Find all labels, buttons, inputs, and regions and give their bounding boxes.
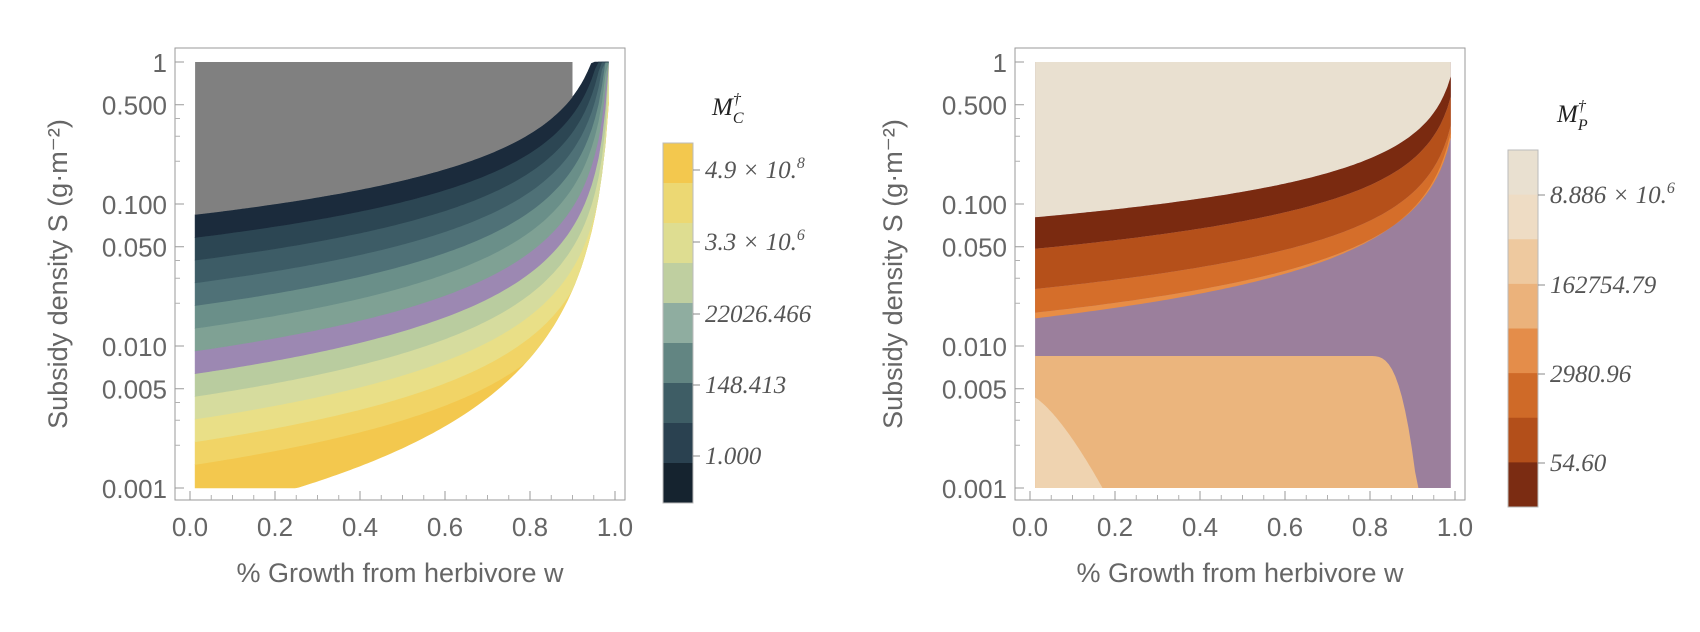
right-legend: 8.886 × 10.6 162754.79 2980.96 54.60 (1507, 149, 1675, 508)
right-legend-label: 8.886 × 10.6 (1550, 180, 1675, 209)
left-legend-label: 3.3 × 10.6 (704, 227, 805, 256)
left-legend-swatch (663, 423, 693, 464)
right-contour-band (1035, 96, 1451, 289)
left-legend-label: 22026.466 (705, 301, 812, 328)
left-x-tick-label: 0.0 (172, 512, 208, 542)
right-legend-title: M† P (1556, 98, 1588, 134)
right-contour-band (1035, 132, 1451, 319)
right-y-tick-label: 1 (993, 48, 1007, 78)
left-x-tick-label: 0.8 (512, 512, 548, 542)
right-lower-region (1035, 356, 1432, 488)
left-legend-frame (662, 142, 694, 504)
left-x-tick-label: 0.2 (257, 512, 293, 542)
right-x-tick-label: 0.8 (1352, 512, 1388, 542)
left-y-tick-label: 0.500 (102, 91, 167, 121)
right-y-axis-label: Subsidy density S (g·m⁻²) (878, 119, 908, 429)
right-y-tick-label: 0.500 (942, 91, 1007, 121)
left-y-tick-label: 1 (153, 48, 167, 78)
left-legend-swatch (663, 263, 693, 304)
left-chart: 0.0 0.2 0.4 0.6 0.8 1.0 1 0.500 0.100 0.050 0.010… (43, 47, 812, 588)
left-x-tick-label: 0.4 (342, 512, 378, 542)
right-legend-swatch (1508, 239, 1538, 285)
right-x-axis-label: % Growth from herbivore w (1076, 558, 1404, 588)
right-contour-band (1035, 76, 1451, 249)
right-legend-label: 54.60 (1550, 450, 1607, 477)
left-legend-label: 4.9 × 10.8 (705, 155, 805, 184)
right-legend-swatch (1508, 194, 1538, 240)
right-legend-label: 162754.79 (1550, 272, 1657, 299)
right-y-tick-label: 0.001 (942, 474, 1007, 504)
right-legend-swatch (1508, 462, 1538, 508)
right-x-ticks: 0.0 0.2 0.4 0.6 0.8 1.0 (1012, 491, 1473, 542)
left-legend-swatch (663, 463, 693, 504)
left-legend-swatch (663, 303, 693, 344)
left-legend-title: M† C (711, 91, 744, 127)
right-legend-swatch (1508, 417, 1538, 463)
left-y-tick-label: 0.005 (102, 375, 167, 405)
right-legend-swatch (1508, 150, 1538, 196)
left-legend-label: 1.000 (705, 443, 762, 470)
right-x-tick-label: 1.0 (1437, 512, 1473, 542)
left-y-tick-label: 0.100 (102, 190, 167, 220)
right-x-tick-label: 0.2 (1097, 512, 1133, 542)
left-legend-label: 148.413 (705, 372, 786, 399)
right-y-ticks: 1 0.500 0.100 0.050 0.010 0.005 0.001 (942, 48, 1024, 504)
left-x-tick-label: 0.6 (427, 512, 463, 542)
right-y-tick-label: 0.010 (942, 332, 1007, 362)
left-legend-swatch (663, 343, 693, 384)
left-y-tick-label: 0.050 (102, 233, 167, 263)
right-x-tick-label: 0.0 (1012, 512, 1048, 542)
left-y-tick-label: 0.001 (102, 474, 167, 504)
left-x-axis-label: % Growth from herbivore w (236, 558, 564, 588)
left-legend: 4.9 × 10.8 3.3 × 10.6 22026.466 148.413 1.00… (662, 142, 812, 504)
left-gray-region (195, 62, 573, 215)
right-corner-region (1035, 397, 1103, 488)
right-legend-swatch (1508, 283, 1538, 329)
right-contour-regions (1035, 62, 1451, 488)
left-legend-swatch (663, 383, 693, 424)
right-x-tick-label: 0.4 (1182, 512, 1218, 542)
right-legend-swatch (1508, 328, 1538, 374)
left-x-tick-label: 1.0 (597, 512, 633, 542)
right-y-tick-label: 0.100 (942, 190, 1007, 220)
right-legend-swatch (1508, 373, 1538, 419)
right-legend-frame (1507, 149, 1539, 508)
right-y-tick-label: 0.005 (942, 375, 1007, 405)
right-y-tick-label: 0.050 (942, 233, 1007, 263)
right-top-region (1035, 62, 1451, 218)
right-contour-band (1035, 125, 1451, 313)
left-legend-swatch (663, 183, 693, 224)
right-chart: 0.0 0.2 0.4 0.6 0.8 1.0 1 0.500 0.100 0.050 0.010… (878, 47, 1675, 588)
left-legend-swatch (663, 223, 693, 264)
left-legend-swatch (663, 143, 693, 184)
left-x-ticks: 0.0 0.2 0.4 0.6 0.8 1.0 (172, 491, 633, 542)
left-y-tick-label: 0.010 (102, 332, 167, 362)
left-contour-regions (194, 61, 609, 489)
right-x-tick-label: 0.6 (1267, 512, 1303, 542)
left-y-ticks: 1 0.500 0.100 0.050 0.010 0.005 0.001 (102, 48, 184, 504)
left-y-axis-label: Subsidy density S (g·m⁻²) (43, 119, 73, 429)
right-legend-label: 2980.96 (1550, 361, 1632, 388)
